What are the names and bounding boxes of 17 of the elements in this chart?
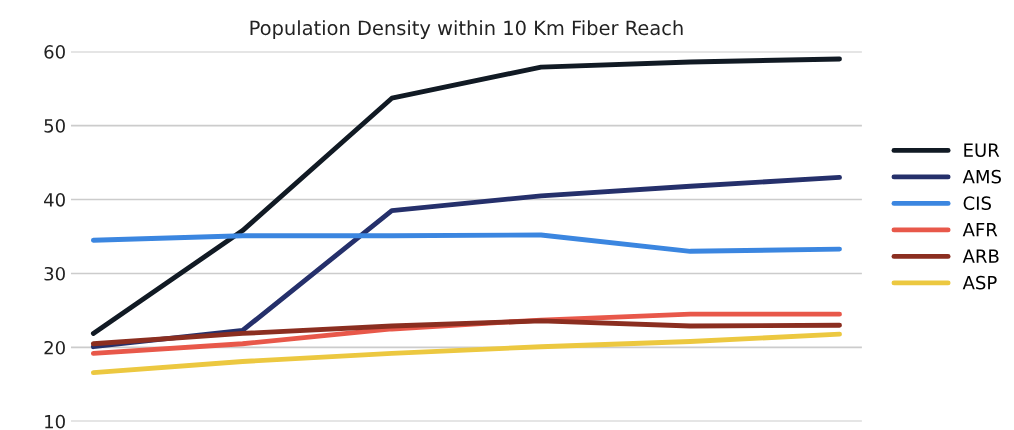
legend-label: ASP [962,275,997,290]
line-series [90,56,842,336]
legend-label: ARB [962,249,999,263]
y-tick-label: 40 [44,192,65,207]
y-tick-label: 60 [44,45,65,59]
legend-label: AFR [962,223,998,237]
legend-label: EUR [964,143,1000,157]
y-tick-label: 20 [44,340,65,355]
line-series [90,232,842,254]
y-tick-label: 50 [44,119,65,133]
line-series [90,331,842,376]
legend-label: AMS [962,169,1001,184]
y-tick-label: 10 [45,414,65,429]
line-series [90,318,842,347]
chart-title: Population Density within 10 Km Fiber Reach [250,20,683,39]
legend-label: CIS [963,196,991,210]
y-tick-label: 30 [44,266,65,281]
